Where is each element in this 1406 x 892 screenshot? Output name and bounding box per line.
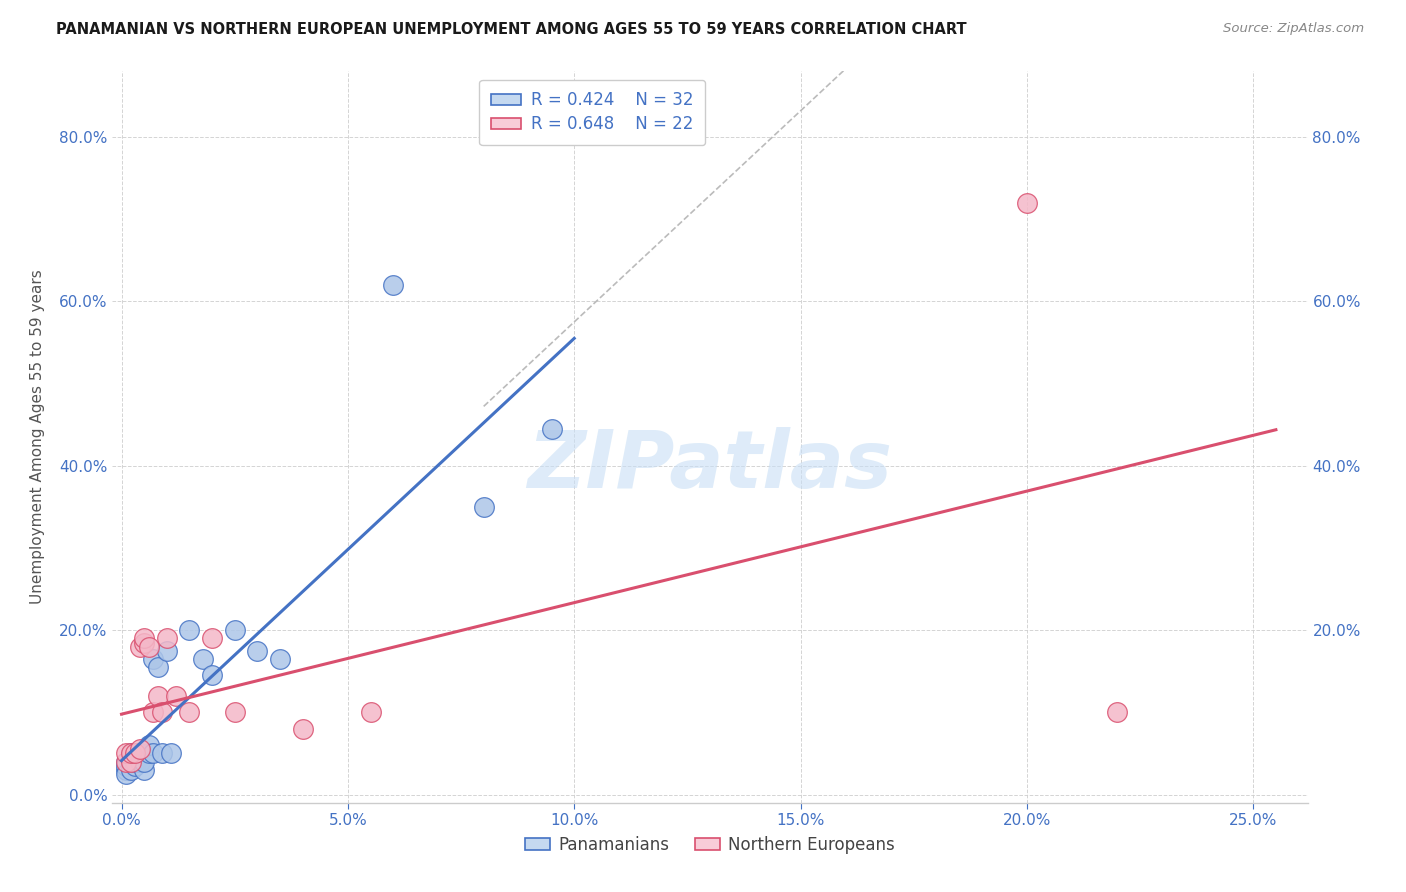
Point xyxy=(540,422,562,436)
Point xyxy=(128,747,150,761)
Point xyxy=(224,624,246,638)
Point xyxy=(120,755,142,769)
Point xyxy=(146,689,169,703)
Y-axis label: Unemployment Among Ages 55 to 59 years: Unemployment Among Ages 55 to 59 years xyxy=(31,269,45,605)
Point xyxy=(142,747,165,761)
Point xyxy=(120,747,142,761)
Point xyxy=(160,747,183,761)
Point xyxy=(128,640,150,654)
Point xyxy=(156,644,179,658)
Point xyxy=(472,500,495,514)
Text: ZIPatlas: ZIPatlas xyxy=(527,427,893,506)
Point xyxy=(360,706,382,720)
Point xyxy=(201,668,224,682)
Point xyxy=(142,652,165,666)
Point xyxy=(1015,195,1038,210)
Point xyxy=(201,632,224,646)
Point xyxy=(191,652,214,666)
Point xyxy=(142,706,165,720)
Point xyxy=(124,759,146,773)
Point xyxy=(115,767,138,781)
Point xyxy=(179,624,201,638)
Point xyxy=(134,755,156,769)
Point xyxy=(120,747,142,761)
Point xyxy=(179,706,201,720)
Point xyxy=(1107,706,1129,720)
Point xyxy=(382,278,405,293)
Point xyxy=(124,755,146,769)
Point xyxy=(246,644,269,658)
Point xyxy=(120,755,142,769)
Point xyxy=(115,755,138,769)
Point xyxy=(115,759,138,773)
Point xyxy=(150,706,173,720)
Text: Source: ZipAtlas.com: Source: ZipAtlas.com xyxy=(1223,22,1364,36)
Point xyxy=(138,739,160,753)
Point xyxy=(120,755,142,769)
Point xyxy=(124,747,146,761)
Legend: Panamanians, Northern Europeans: Panamanians, Northern Europeans xyxy=(519,829,901,860)
Point xyxy=(134,635,156,649)
Point xyxy=(120,763,142,777)
Point xyxy=(156,632,179,646)
Point xyxy=(138,747,160,761)
Point xyxy=(165,689,187,703)
Point xyxy=(115,747,138,761)
Point xyxy=(291,722,314,736)
Point xyxy=(134,632,156,646)
Point xyxy=(128,742,150,756)
Point xyxy=(150,747,173,761)
Point xyxy=(269,652,291,666)
Point xyxy=(115,755,138,769)
Point xyxy=(128,755,150,769)
Point xyxy=(224,706,246,720)
Text: PANAMANIAN VS NORTHERN EUROPEAN UNEMPLOYMENT AMONG AGES 55 TO 59 YEARS CORRELATI: PANAMANIAN VS NORTHERN EUROPEAN UNEMPLOY… xyxy=(56,22,967,37)
Point xyxy=(124,747,146,761)
Point xyxy=(138,640,160,654)
Point xyxy=(146,660,169,674)
Point xyxy=(115,763,138,777)
Point xyxy=(134,763,156,777)
